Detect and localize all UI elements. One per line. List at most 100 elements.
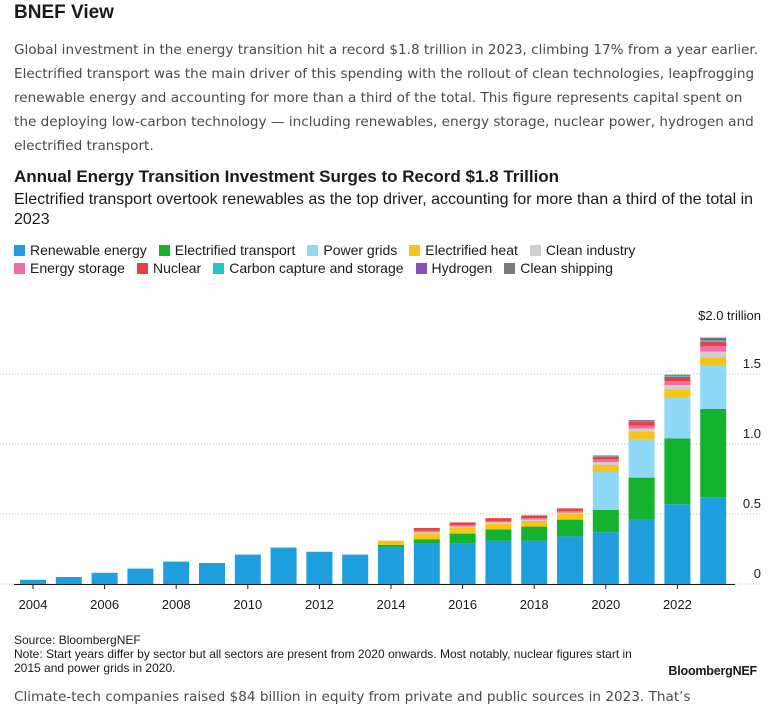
bar-segment [20,579,46,584]
x-tick-label: 2014 [377,597,406,612]
bar-segment [700,357,727,366]
bar-segment [664,376,691,381]
bar-segment [628,477,655,520]
legend-item: Clean shipping [504,260,613,276]
bar-segment [628,439,655,478]
bar-segment [521,526,548,541]
bar-segment [700,340,727,342]
bar-segment [449,526,476,528]
bar-segment [234,554,261,584]
bar-segment [664,389,691,398]
legend-label: Energy storage [30,260,125,276]
x-tick-label: 2016 [448,597,477,612]
bar-segment [413,532,440,534]
chart-title: Annual Energy Transition Investment Surg… [14,167,560,186]
bar-segment [199,563,225,584]
bar-segment [664,376,691,377]
bar-segment [700,351,727,358]
brand-logo: BloombergNEF [668,664,757,678]
bar-segment [628,421,655,422]
bar-segment [664,504,691,584]
bar-segment [306,551,333,584]
outro-paragraph: Climate-tech companies raised $84 billio… [14,689,691,705]
legend-swatch [529,244,541,256]
bar-segment [700,365,727,409]
legend-swatch [409,244,421,256]
bar-segment [270,547,297,584]
legend-swatch [158,244,170,256]
bar-segment [163,561,190,584]
bar-segment [664,375,691,377]
bar-segment [700,339,727,341]
x-tick-label: 2010 [233,597,262,612]
bar-segment [521,540,548,584]
x-tick-label: 2006 [90,597,119,612]
bar-segment [700,346,727,352]
x-tick-label: 2022 [663,597,692,612]
bar-segment [485,529,512,541]
legend-label: Clean industry [545,242,636,258]
bar-segment [592,472,619,510]
bar-segment [485,521,512,523]
bar-segment [413,533,440,540]
bar-segment [413,530,440,533]
legend-swatch [14,262,25,274]
x-tick-label: 2012 [305,597,334,612]
chart-legend: Renewable energy Electrified transport Pow… [14,241,764,277]
legend-swatch [307,244,319,256]
legend-label: Clean shipping [520,260,613,276]
bar-segment [342,554,369,584]
bar-segment [557,519,583,537]
bar-segment [664,385,691,390]
bar-segment [449,543,476,584]
bar-segment [592,462,619,465]
legend-item: Carbon capture and storage [213,260,404,276]
bar-segment [557,536,583,584]
legend-item: Energy storage [14,260,125,276]
legend-label: Power grids [323,242,398,258]
note-text: Note: Start years differ by sector but a… [14,647,632,675]
legend-item: Renewable energy [14,242,147,258]
legend-swatch [213,262,225,274]
bar-segment [449,528,476,534]
x-tick-label: 2004 [19,597,48,612]
legend-label: Electrified transport [174,242,296,258]
legend-item: Electrified transport [158,242,296,258]
legend-label: Hydrogen [431,260,493,276]
bar-segment [449,525,476,527]
bar-segment [485,522,512,524]
bar-segment [449,522,476,526]
bar-segment [664,374,691,376]
bar-segment [592,509,619,533]
bar-segment [413,528,440,531]
bar-segment [664,397,691,439]
y-tick-label: 1.0 [743,426,761,441]
legend-item: Hydrogen [415,260,493,276]
legend-item: Electrified heat [409,242,518,258]
bar-segment [413,539,440,544]
legend-swatch [415,262,427,274]
legend-item: Clean industry [529,242,636,258]
bar-segment [557,508,583,512]
bar-segment [628,420,655,422]
legend-label: Renewable energy [30,242,147,258]
bar-segment [700,409,727,498]
bar-segment [628,431,655,440]
bar-segment [378,547,404,584]
legend-swatch [504,262,516,274]
legend-label: Electrified heat [425,242,518,258]
bar-segment [557,514,583,520]
bar-segment [628,425,655,429]
bar-segment [628,519,655,584]
bar-segment [521,521,548,527]
y-tick-label: 0 [754,566,761,581]
bar-segment [521,518,548,520]
bar-segment [628,428,655,432]
source-text: Source: BloombergNEF [14,633,141,647]
chart-subtitle: Electrified transport overtook renewable… [14,191,754,228]
section-title: BNEF View [14,2,114,23]
bar-segment [485,523,512,530]
intro-paragraph: Global investment in the energy transiti… [14,42,759,154]
x-tick-label: 2020 [591,597,620,612]
bar-segment [521,515,548,519]
